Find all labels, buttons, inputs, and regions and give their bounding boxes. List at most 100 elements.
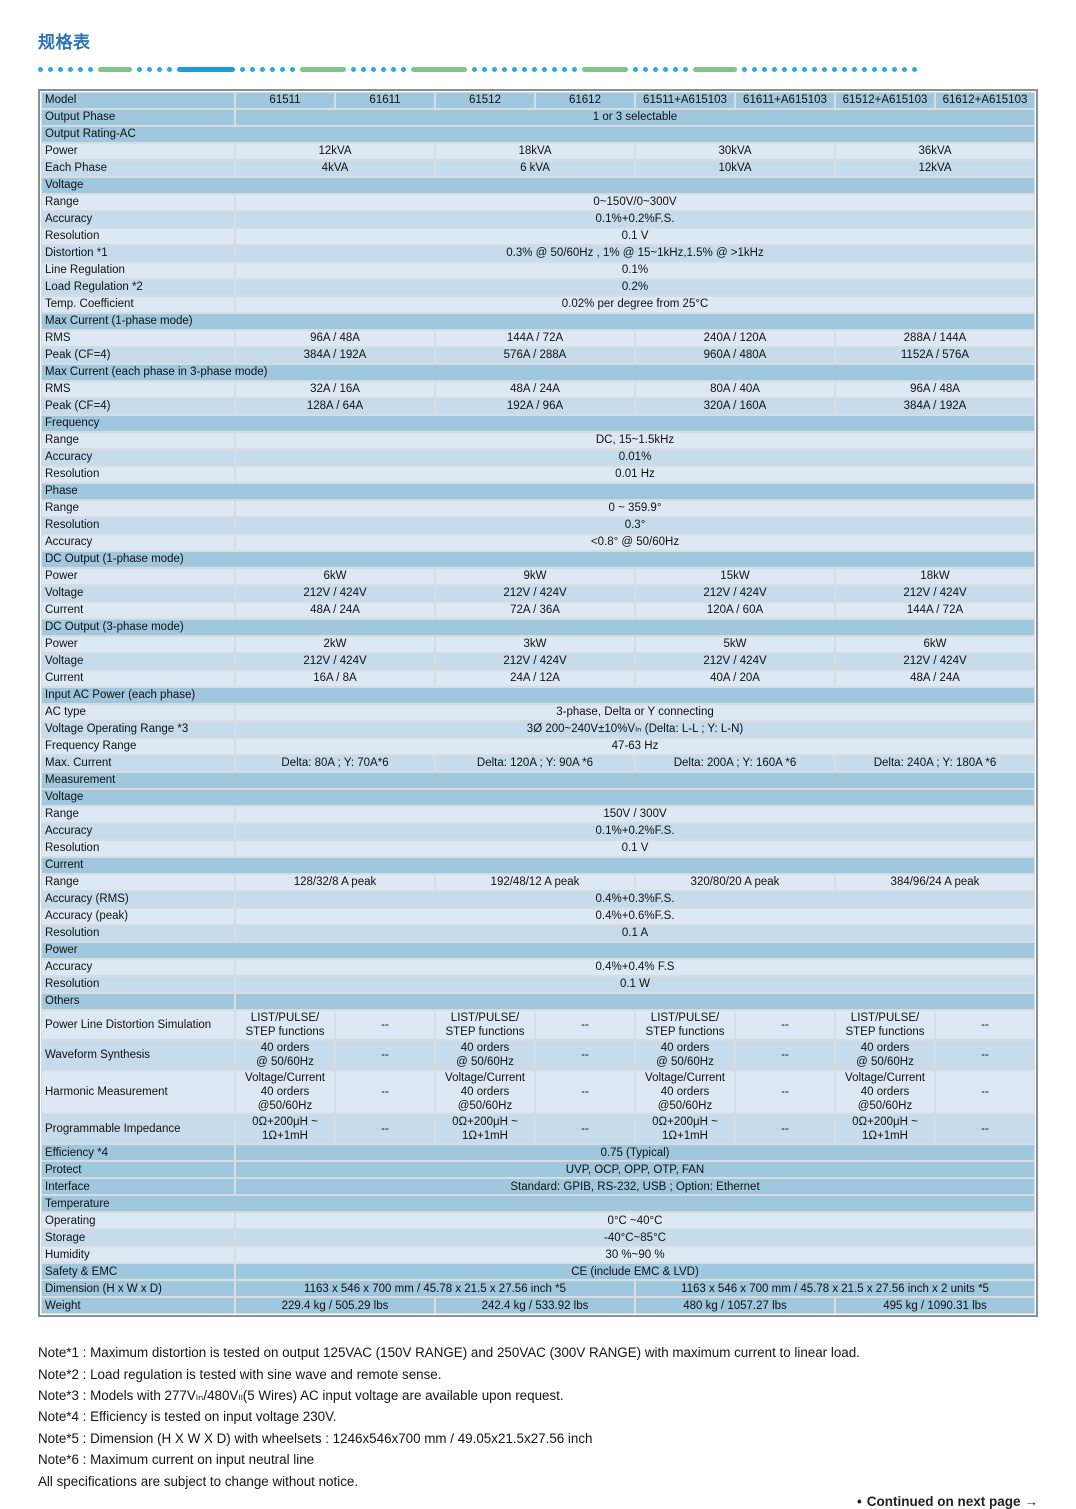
divider-dot <box>792 66 797 72</box>
row-label: Voltage <box>42 654 234 669</box>
row-label: Current <box>42 603 234 618</box>
spec-cell: 480 kg / 1057.27 lbs <box>636 1298 834 1314</box>
spec-cell: 96A / 48A <box>236 331 434 346</box>
note-line: Note*4 : Efficiency is tested on input v… <box>38 1409 337 1425</box>
spec-cell: 192/48/12 A peak <box>436 875 634 890</box>
spec-cell: 120A / 60A <box>636 603 834 618</box>
divider-dot <box>842 66 847 72</box>
divider-dot <box>58 66 63 72</box>
spec-cell: Delta: 80A ; Y: 70A*6 <box>236 756 434 771</box>
spec-row: Accuracy 0.1%+0.2%F.S. <box>42 212 1034 227</box>
spec-cell: 0.02% per degree from 25°C <box>236 297 1034 312</box>
row-label: Resolution <box>42 926 234 941</box>
section-row: Voltage <box>42 790 1034 805</box>
spec-cell: 48A / 24A <box>436 382 634 397</box>
section-header: Input AC Power (each phase) <box>42 688 1034 703</box>
row-label: Current <box>42 671 234 686</box>
row-label: AC type <box>42 705 234 720</box>
spec-cell: 0Ω+200μH ~ 1Ω+1mH <box>236 1115 334 1144</box>
spec-cell: DC, 15~1.5kHz <box>236 433 1034 448</box>
row-label: Voltage Operating Range *3 <box>42 722 234 737</box>
divider-dot <box>391 66 396 72</box>
spec-cell: Voltage/Current 40 orders @50/60Hz <box>636 1071 734 1114</box>
bullet-icon: • <box>857 1494 862 1509</box>
spec-row: Accuracy 0.4%+0.4% F.S <box>42 960 1034 975</box>
divider-dot <box>782 66 787 72</box>
spec-row: Accuracy <0.8° @ 50/60Hz <box>42 535 1034 550</box>
divider-dot <box>673 66 678 72</box>
divider-dot <box>137 66 142 72</box>
spec-table-wrapper: Model 61511 61611 61512 61612 61511+A615103 61… <box>38 89 1038 1318</box>
divider-dot <box>250 66 255 72</box>
divider-dash <box>582 66 628 72</box>
section-row: DC Output (1-phase mode) <box>42 552 1034 567</box>
decorative-divider <box>38 66 1038 72</box>
row-label: Temp. Coefficient <box>42 297 234 312</box>
section-header-fill <box>236 994 1034 1009</box>
spec-cell: -- <box>736 1041 834 1070</box>
row-label: Storage <box>42 1230 234 1246</box>
spec-cell: 229.4 kg / 505.29 lbs <box>236 1298 434 1314</box>
spec-row: AC type 3-phase, Delta or Y connecting <box>42 705 1034 720</box>
spec-row: Efficiency *4 0.75 (Typical) <box>42 1145 1034 1161</box>
section-row: Max Current (1-phase mode) <box>42 314 1034 329</box>
spec-row: Safety & EMC CE (include EMC & LVD) <box>42 1264 1034 1280</box>
spec-cell: 0.3% @ 50/60Hz , 1% @ 15~1kHz,1.5% @ >1k… <box>236 246 1034 261</box>
spec-cell: -- <box>536 1041 634 1070</box>
row-label: Max. Current <box>42 756 234 771</box>
section-row: Temperature <box>42 1196 1034 1212</box>
spec-cell: 320A / 160A <box>636 399 834 414</box>
spec-cell: 384A / 192A <box>836 399 1034 414</box>
spec-cell: 212V / 424V <box>236 654 434 669</box>
spec-row: Operating 0°C ~40°C <box>42 1213 1034 1229</box>
row-label: Programmable Impedance <box>42 1115 234 1144</box>
spec-cell: -- <box>536 1115 634 1144</box>
divider-dash <box>693 66 737 72</box>
spec-cell: 0.4%+0.4% F.S <box>236 960 1034 975</box>
spec-cell: 384/96/24 A peak <box>836 875 1034 890</box>
arrow-right-icon: → <box>1024 1494 1039 1509</box>
spec-row: Accuracy (peak) 0.4%+0.6%F.S. <box>42 909 1034 924</box>
section-header: DC Output (1-phase mode) <box>42 552 1034 567</box>
row-label: Peak (CF=4) <box>42 348 234 363</box>
row-label: Accuracy <box>42 212 234 227</box>
spec-cell: 1163 x 546 x 700 mm / 45.78 x 21.5 x 27.… <box>236 1281 634 1297</box>
row-label: Power <box>42 637 234 652</box>
spec-cell: 61511 <box>236 93 334 108</box>
spec-cell: 212V / 424V <box>636 586 834 601</box>
spec-row: Humidity 30 %~90 % <box>42 1247 1034 1263</box>
divider-dot <box>270 66 275 72</box>
section-header: Current <box>42 858 1034 873</box>
divider-dot <box>381 66 386 72</box>
row-label: Resolution <box>42 841 234 856</box>
row-label: Range <box>42 807 234 822</box>
spec-row: Resolution 0.1 V <box>42 841 1034 856</box>
spec-cell: 80A / 40A <box>636 382 834 397</box>
spec-row: Power 2kW 3kW 5kW 6kW <box>42 637 1034 652</box>
spec-row: Range 150V / 300V <box>42 807 1034 822</box>
spec-cell: 61611+A615103 <box>736 93 834 108</box>
spec-cell: 0.2% <box>236 280 1034 295</box>
divider-dot <box>401 66 406 72</box>
spec-cell: Voltage/Current 40 orders @50/60Hz <box>836 1071 934 1114</box>
spec-cell: Delta: 200A ; Y: 160A *6 <box>636 756 834 771</box>
spec-cell: 24A / 12A <box>436 671 634 686</box>
row-label: Range <box>42 501 234 516</box>
spec-cell: 0.01 Hz <box>236 467 1034 482</box>
row-label: Resolution <box>42 518 234 533</box>
spec-row: Output Phase 1 or 3 selectable <box>42 110 1034 125</box>
spec-row: Accuracy 0.01% <box>42 450 1034 465</box>
spec-row: Accuracy (RMS) 0.4%+0.3%F.S. <box>42 892 1034 907</box>
row-label: Accuracy <box>42 535 234 550</box>
spec-row: Peak (CF=4) 384A / 192A 576A / 288A 960A / … <box>42 348 1034 363</box>
spec-cell: 12kVA <box>836 161 1034 176</box>
row-label: Each Phase <box>42 161 234 176</box>
spec-row: Resolution 0.01 Hz <box>42 467 1034 482</box>
spec-cell: 4kVA <box>236 161 434 176</box>
divider-dot <box>351 66 356 72</box>
divider-dot <box>68 66 73 72</box>
note-line: Note*6 : Maximum current on input neutra… <box>38 1452 315 1468</box>
divider-dot <box>532 66 537 72</box>
divider-dot <box>663 66 668 72</box>
spec-cell: 960A / 480A <box>636 348 834 363</box>
